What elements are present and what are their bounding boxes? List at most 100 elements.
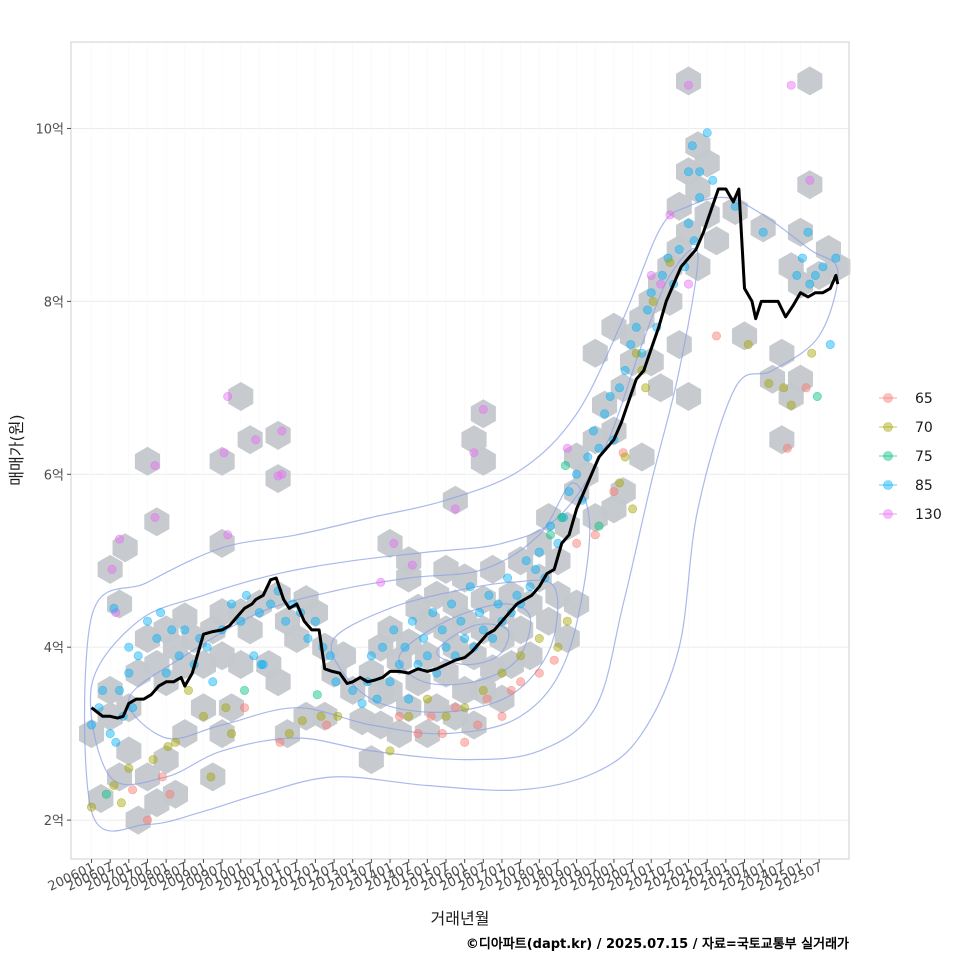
scatter-point-55 xyxy=(236,616,246,626)
scatter-point-122 xyxy=(564,487,574,497)
scatter-point-142 xyxy=(674,245,684,255)
scatter-point-54 xyxy=(227,599,237,609)
scatter-point-115 xyxy=(525,582,535,592)
scatter-point-112 xyxy=(512,590,522,600)
hexbin-2 xyxy=(97,675,123,705)
scatter-point-134 xyxy=(631,322,641,332)
hexbin-164 xyxy=(797,66,823,96)
scatter-point-70 xyxy=(240,685,250,695)
scatter-point-222 xyxy=(557,512,567,522)
y-tick-label-4: 10억 xyxy=(35,122,64,137)
scatter-point-21 xyxy=(171,737,181,747)
scatter-point-11 xyxy=(109,780,119,790)
scatter-point-159 xyxy=(825,340,835,350)
scatter-point-169 xyxy=(473,720,483,730)
hexbin-69 xyxy=(396,693,422,723)
median-price-line xyxy=(90,187,840,720)
hexbin-167 xyxy=(825,252,851,282)
scatter-point-195 xyxy=(590,530,600,540)
scatter-point-162 xyxy=(812,391,822,401)
scatter-point-165 xyxy=(426,711,436,721)
scatter-point-207 xyxy=(656,279,666,289)
hexbin-145 xyxy=(694,148,720,178)
hexbin-layer xyxy=(79,66,851,835)
hexbin-25 xyxy=(172,602,198,632)
scatter-point-5 xyxy=(115,685,125,695)
scatter-point-48 xyxy=(180,625,190,635)
scatter-point-176 xyxy=(553,642,563,652)
hexbin-149 xyxy=(601,312,627,342)
scatter-point-89 xyxy=(404,694,414,704)
x-axis-title: 거래년월 xyxy=(431,909,490,928)
hexbin-141 xyxy=(676,217,702,247)
scatter-point-13 xyxy=(124,763,134,773)
scatter-point-196 xyxy=(609,487,619,497)
scatter-point-76 xyxy=(322,720,332,730)
scatter-point-80 xyxy=(357,698,367,708)
scatter-point-97 xyxy=(441,642,451,652)
legend-key-70 xyxy=(883,422,893,432)
hexbin-63 xyxy=(358,745,384,775)
legend-label-65: 65 xyxy=(915,391,933,407)
scatter-point-62 xyxy=(281,616,291,626)
scatter-point-83 xyxy=(372,694,382,704)
scatter-point-217 xyxy=(807,348,817,358)
legend-label-85: 85 xyxy=(915,478,933,494)
hexbin-4 xyxy=(88,784,114,813)
scatter-point-168 xyxy=(460,737,470,747)
scatter-point-157 xyxy=(810,270,820,280)
hexbin-34 xyxy=(200,762,226,792)
scatter-point-156 xyxy=(805,279,815,289)
hexbin-86 xyxy=(452,563,478,593)
hexbin-37 xyxy=(237,615,263,645)
hexbin-121 xyxy=(573,459,599,489)
scatter-point-163 xyxy=(394,711,404,721)
hexbin-144 xyxy=(685,174,711,204)
legend-key-65 xyxy=(883,393,893,403)
scatter-point-146 xyxy=(695,193,705,203)
scatter-point-119 xyxy=(545,521,555,531)
scatter-point-213 xyxy=(764,378,774,388)
hexbin-49 xyxy=(312,701,338,731)
hexbin-35 xyxy=(228,650,254,679)
hexbin-13 xyxy=(107,589,133,619)
scatter-point-197 xyxy=(618,448,628,458)
scatter-point-180 xyxy=(422,694,432,704)
scatter-point-127 xyxy=(594,443,604,453)
scatter-point-125 xyxy=(583,452,593,462)
scatter-point-90 xyxy=(407,616,417,626)
scatter-point-204 xyxy=(648,296,658,306)
scatter-point-45 xyxy=(161,668,171,678)
scatter-point-167 xyxy=(450,703,460,713)
scatter-point-79 xyxy=(348,685,358,695)
hexbin-28 xyxy=(190,693,216,723)
scatter-point-185 xyxy=(516,651,526,661)
scatter-point-25 xyxy=(227,729,237,739)
scatter-point-153 xyxy=(758,227,768,237)
hexbin-55 xyxy=(209,528,235,558)
hexbin-110 xyxy=(554,624,580,653)
scatter-point-189 xyxy=(376,577,386,587)
scatter-point-107 xyxy=(488,633,498,643)
scatter-point-164 xyxy=(413,729,423,739)
hexbin-136 xyxy=(648,373,674,403)
scatter-point-65 xyxy=(303,633,313,643)
hexbin-67 xyxy=(386,719,412,749)
hexbin-169 xyxy=(787,364,813,394)
scatter-point-69 xyxy=(331,677,341,687)
hexbin-8 xyxy=(134,762,161,792)
caption: ©디아파트(dapt.kr) / 2025.07.15 / 자료=국토교통부 실… xyxy=(466,936,849,952)
density-contour-0 xyxy=(83,196,839,832)
density-contour-layer xyxy=(83,196,839,832)
hexbin-58 xyxy=(265,464,291,494)
scatter-point-177 xyxy=(562,616,572,626)
scatter-point-198 xyxy=(628,504,638,514)
scatter-point-18 xyxy=(163,742,173,752)
hexbin-11 xyxy=(162,779,188,809)
hexbin-66 xyxy=(377,675,403,705)
legend-label-130: 130 xyxy=(915,507,942,523)
scatter-point-209 xyxy=(683,80,693,90)
legend-key-130 xyxy=(883,509,893,519)
scatter-point-27 xyxy=(107,564,117,574)
